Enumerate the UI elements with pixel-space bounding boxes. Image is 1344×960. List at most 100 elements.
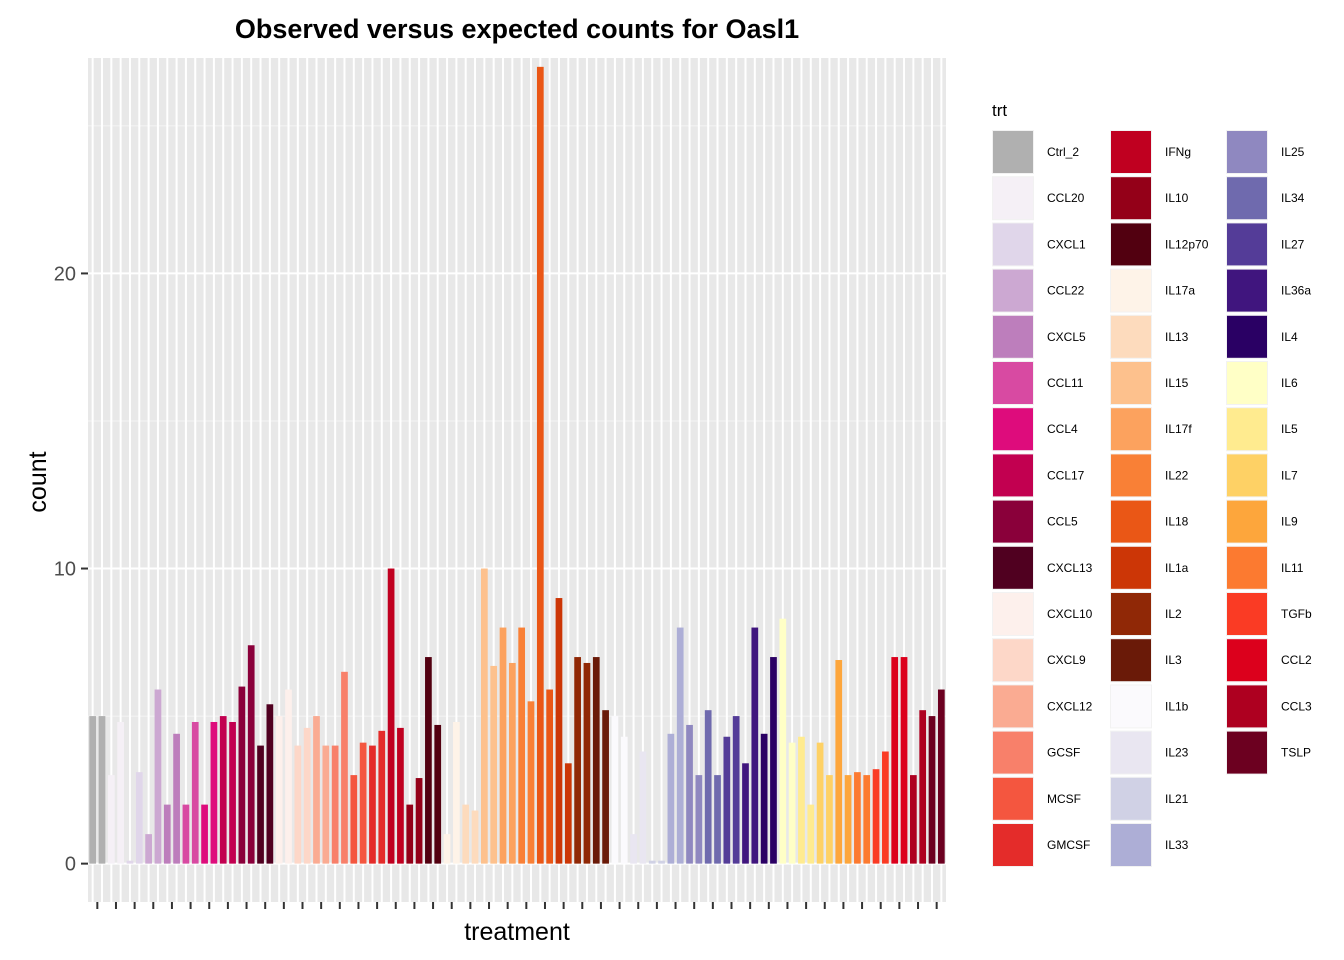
legend-swatch bbox=[993, 131, 1033, 173]
legend-swatch bbox=[1111, 777, 1151, 820]
legend-label: IL34 bbox=[1281, 191, 1305, 205]
legend-swatch bbox=[1111, 639, 1151, 682]
bar-il9-2 bbox=[844, 775, 852, 864]
legend-swatch bbox=[1111, 731, 1151, 774]
bar-il4-2 bbox=[770, 657, 777, 864]
chart-title: Observed versus expected counts for Oasl… bbox=[235, 14, 799, 44]
bar-cxcl1-1 bbox=[126, 860, 134, 864]
legend-item-il23: IL23 bbox=[1110, 730, 1189, 775]
legend-label: IL36a bbox=[1281, 284, 1311, 298]
legend-label: GCSF bbox=[1047, 746, 1080, 760]
legend-label: CXCL12 bbox=[1047, 699, 1093, 713]
legend-label: CCL22 bbox=[1047, 284, 1085, 298]
bar-il1b-2 bbox=[620, 736, 628, 864]
legend-label: MCSF bbox=[1047, 792, 1081, 806]
y-axis-title: count bbox=[24, 451, 52, 512]
bar-il34-1 bbox=[704, 710, 712, 864]
bar-il6-2 bbox=[788, 742, 796, 864]
legend-swatch bbox=[993, 177, 1033, 220]
legend-swatch bbox=[993, 500, 1033, 543]
legend-item-cxcl5: CXCL5 bbox=[992, 314, 1086, 359]
legend-swatch bbox=[1227, 685, 1267, 728]
bar-il17a-2 bbox=[453, 721, 460, 864]
bar-gcsf-2 bbox=[341, 671, 348, 864]
bar-tslp-1 bbox=[928, 716, 936, 864]
legend-swatch bbox=[993, 223, 1033, 266]
legend-swatch bbox=[1227, 269, 1267, 312]
legend-item-gmcsf: GMCSF bbox=[992, 823, 1090, 867]
legend-item-il17f: IL17f bbox=[1110, 407, 1192, 452]
bar-il12p70-1 bbox=[425, 657, 432, 864]
legend-item-ccl2: CCL2 bbox=[1226, 638, 1312, 683]
legend-item-il10: IL10 bbox=[1110, 176, 1189, 221]
bar-il15-2 bbox=[490, 665, 498, 864]
legend-item-il2: IL2 bbox=[1110, 592, 1182, 636]
bar-mcsf-1 bbox=[350, 775, 358, 864]
bar-il21-2 bbox=[658, 860, 665, 864]
legend-swatch bbox=[1227, 408, 1267, 451]
bar-gmcsf-1 bbox=[369, 745, 376, 864]
legend-label: IL10 bbox=[1165, 191, 1189, 205]
legend-label: TGFb bbox=[1281, 607, 1312, 621]
bar-gmcsf-2 bbox=[378, 730, 386, 864]
legend-swatch bbox=[1227, 546, 1267, 589]
bar-il17f-1 bbox=[499, 627, 507, 864]
legend-item-il22: IL22 bbox=[1110, 453, 1189, 498]
legend-item-cxcl9: CXCL9 bbox=[992, 638, 1086, 683]
y-axis: 0 10 20 bbox=[54, 263, 88, 876]
bar-cxcl12-1 bbox=[313, 716, 320, 864]
legend-swatch bbox=[1227, 731, 1267, 774]
bar-ccl5-2 bbox=[247, 645, 255, 864]
legend-item-il3: IL3 bbox=[1110, 638, 1182, 683]
bar-cxcl10-2 bbox=[285, 689, 292, 864]
bar-il25-2 bbox=[695, 775, 703, 864]
bar-il15-1 bbox=[481, 568, 488, 864]
bar-ctrl_2-1 bbox=[89, 716, 97, 864]
bar-gcsf-1 bbox=[331, 745, 339, 864]
bar-cxcl10-1 bbox=[275, 716, 283, 864]
bar-ccl11-1 bbox=[182, 804, 190, 864]
legend-item-ccl17: CCL17 bbox=[992, 453, 1085, 498]
legend-label: IL1b bbox=[1165, 699, 1189, 713]
legend-item-il36a: IL36a bbox=[1226, 268, 1311, 313]
legend-item-il12p70: IL12p70 bbox=[1110, 222, 1209, 267]
legend-item-il1b: IL1b bbox=[1110, 684, 1189, 729]
bar-tgfb-1 bbox=[872, 769, 880, 864]
bar-ccl4-1 bbox=[201, 804, 208, 864]
bar-il36a-1 bbox=[742, 763, 749, 864]
bar-ccl11-2 bbox=[191, 721, 199, 864]
legend-item-il1a: IL1a bbox=[1110, 545, 1189, 590]
legend-label: IL25 bbox=[1281, 145, 1305, 159]
bar-il13-2 bbox=[471, 810, 479, 864]
legend-swatch bbox=[1111, 685, 1151, 728]
bar-cxcl5-2 bbox=[173, 733, 180, 864]
legend-swatch bbox=[1111, 269, 1151, 312]
legend-label: IL17f bbox=[1165, 422, 1192, 436]
legend-label: CXCL9 bbox=[1047, 653, 1086, 667]
legend-swatch bbox=[1111, 177, 1151, 220]
legend-item-ccl4: CCL4 bbox=[992, 407, 1078, 452]
legend-item-il6: IL6 bbox=[1226, 361, 1298, 405]
bar-il7-2 bbox=[826, 775, 833, 864]
legend-item-cxcl12: CXCL12 bbox=[992, 684, 1093, 729]
bar-il34-2 bbox=[714, 775, 721, 864]
bar-il23-2 bbox=[639, 751, 647, 864]
y-tick-label: 20 bbox=[54, 263, 76, 285]
legend-label: IL22 bbox=[1165, 468, 1189, 482]
bar-ccl17-2 bbox=[229, 721, 236, 864]
legend: trt Ctrl_2 CCL20 CXCL1 CCL22 CXCL5 CCL11 CCL4 C… bbox=[992, 101, 1312, 867]
bar-ccl3-1 bbox=[910, 775, 917, 864]
legend-item-il9: IL9 bbox=[1226, 499, 1298, 544]
legend-swatch bbox=[1227, 454, 1267, 497]
legend-item-cxcl1: CXCL1 bbox=[992, 222, 1086, 267]
legend-item-tgfb: TGFb bbox=[1226, 592, 1312, 636]
bar-il12p70-2 bbox=[434, 724, 442, 864]
bar-il11-2 bbox=[863, 775, 871, 864]
legend-swatch bbox=[993, 731, 1033, 774]
bar-il17a-1 bbox=[443, 834, 451, 864]
bar-ccl17-1 bbox=[219, 716, 227, 864]
legend-label: IL6 bbox=[1281, 376, 1298, 390]
legend-item-cxcl10: CXCL10 bbox=[992, 592, 1093, 636]
bar-il25-1 bbox=[686, 724, 693, 864]
